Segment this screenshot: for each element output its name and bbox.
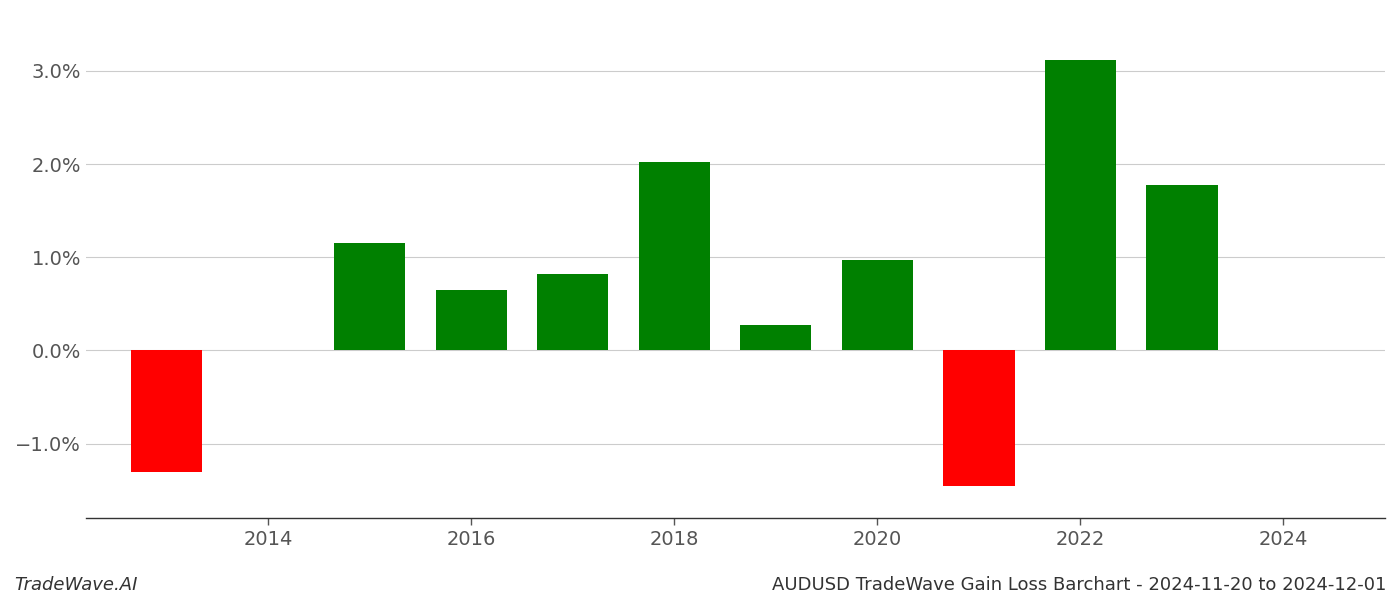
Text: TradeWave.AI: TradeWave.AI (14, 576, 137, 594)
Text: AUDUSD TradeWave Gain Loss Barchart - 2024-11-20 to 2024-12-01: AUDUSD TradeWave Gain Loss Barchart - 20… (771, 576, 1386, 594)
Bar (944, 350, 1015, 485)
Bar (638, 162, 710, 350)
Bar (538, 274, 609, 350)
Bar (335, 244, 406, 350)
Bar (132, 350, 203, 472)
Bar (1147, 185, 1218, 350)
Bar (435, 290, 507, 350)
Bar (841, 260, 913, 350)
Bar (741, 325, 812, 350)
Bar (1044, 60, 1116, 350)
